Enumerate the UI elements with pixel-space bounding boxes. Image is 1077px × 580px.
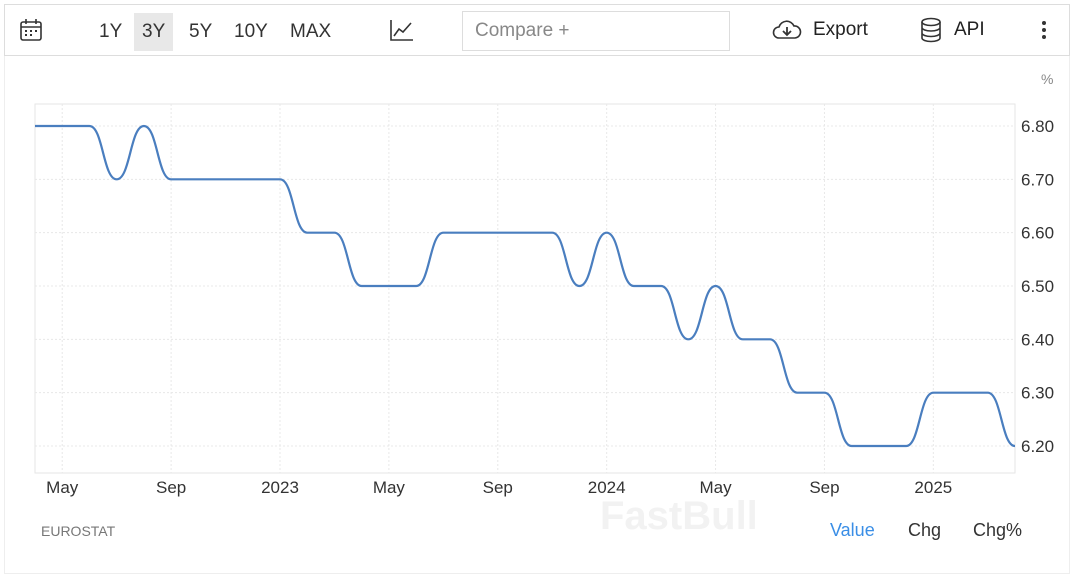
y-tick-label: 6.40	[1021, 330, 1054, 349]
range-10y[interactable]: 10Y	[234, 21, 268, 42]
database-icon	[921, 17, 941, 43]
calendar-icon[interactable]	[19, 5, 43, 55]
more-options-icon[interactable]	[1041, 5, 1047, 55]
export-label: Export	[813, 19, 868, 40]
tab-chg[interactable]: Chg	[908, 520, 942, 540]
cloud-download-icon	[772, 20, 802, 39]
y-unit-label: %	[1041, 71, 1053, 87]
watermark: FastBull	[600, 494, 758, 538]
toolbar: 1Y 3Y 5Y 10Y MAX Compare + Export API	[4, 4, 1070, 56]
x-tick-label: 2024	[588, 478, 626, 497]
x-tick-label: Sep	[483, 478, 513, 497]
chart-panel	[4, 56, 1070, 574]
tab-chg-pct[interactable]: Chg%	[973, 520, 1023, 540]
tab-value[interactable]: Value	[830, 520, 875, 540]
y-tick-label: 6.50	[1021, 277, 1054, 296]
x-tick-label: 2025	[914, 478, 952, 497]
api-label: API	[954, 19, 985, 40]
x-tick-label: Sep	[156, 478, 186, 497]
y-tick-label: 6.80	[1021, 117, 1054, 136]
range-max[interactable]: MAX	[290, 21, 332, 42]
compare-input[interactable]: Compare +	[462, 11, 730, 51]
y-tick-label: 6.70	[1021, 170, 1054, 189]
range-5y[interactable]: 5Y	[189, 21, 213, 42]
plot-area	[34, 103, 1016, 474]
x-tick-label: May	[46, 478, 79, 497]
api-button[interactable]: API	[920, 5, 985, 55]
y-tick-label: 6.30	[1021, 384, 1054, 403]
series-line	[35, 124, 1016, 448]
range-3y[interactable]: 3Y	[134, 13, 174, 51]
x-tick-label: May	[699, 478, 732, 497]
x-tick-label: 2023	[261, 478, 299, 497]
range-1y[interactable]: 1Y	[99, 21, 123, 42]
chart-type-icon[interactable]	[389, 5, 415, 55]
x-tick-label: May	[373, 478, 406, 497]
y-tick-label: 6.60	[1021, 224, 1054, 243]
x-tick-label: Sep	[809, 478, 839, 497]
export-button[interactable]: Export	[771, 5, 868, 55]
y-tick-label: 6.20	[1021, 437, 1054, 456]
source-label: EUROSTAT	[41, 523, 116, 539]
